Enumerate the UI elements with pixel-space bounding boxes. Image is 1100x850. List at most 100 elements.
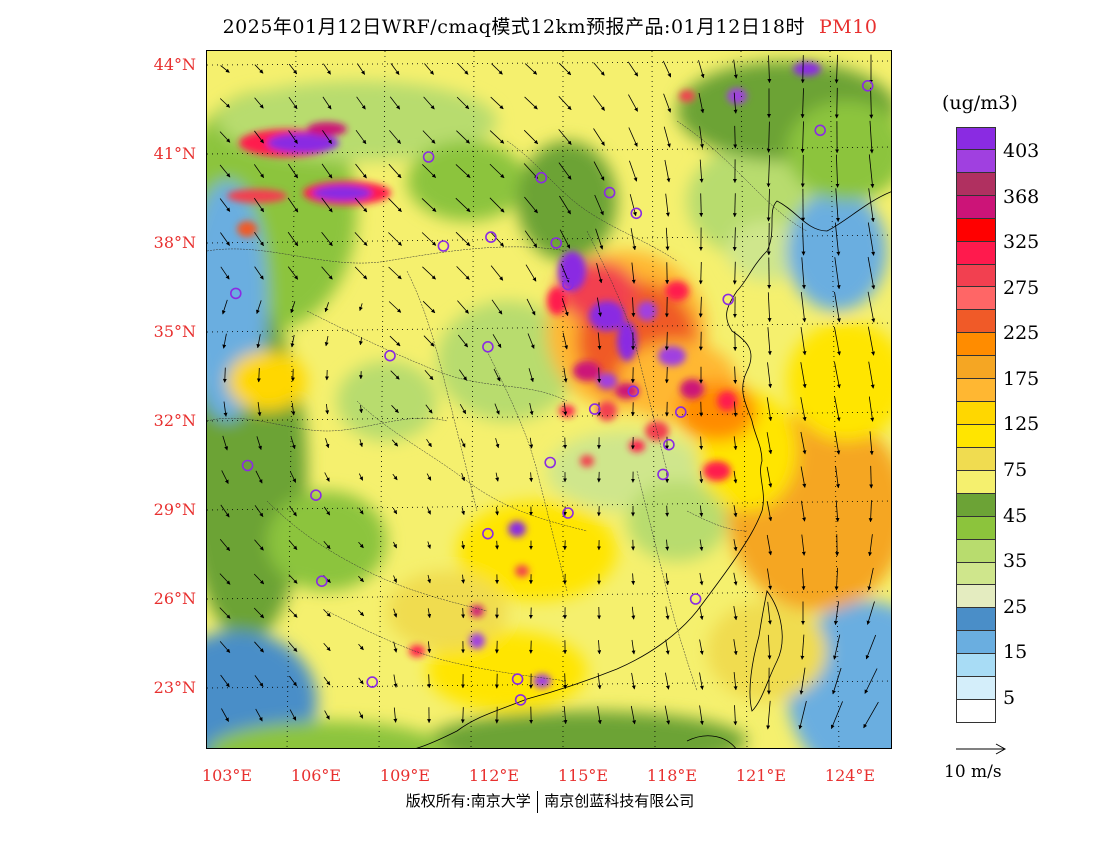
wind-arrow — [524, 230, 538, 248]
wind-arrow — [767, 362, 773, 389]
wind-arrow — [456, 96, 470, 110]
wind-arrow — [801, 534, 806, 556]
colorbar-label: 5 — [1003, 687, 1016, 709]
wind-arrow — [288, 96, 298, 110]
city-marker — [562, 507, 574, 519]
wind-arrow — [321, 231, 333, 247]
wind-arrow — [323, 676, 331, 686]
wind-arrow — [388, 163, 402, 179]
wind-arrow — [288, 63, 298, 75]
wind-arrow — [868, 154, 875, 188]
wind-arrow — [699, 639, 704, 655]
wind-arrow — [359, 405, 364, 414]
wind-arrow — [866, 601, 875, 625]
wind-arrow — [323, 642, 331, 652]
wind-arrow — [390, 63, 400, 75]
wind-arrow — [256, 436, 262, 450]
wind-arrow — [492, 334, 502, 349]
map-panel[interactable] — [206, 50, 892, 749]
wind-arrow — [427, 674, 432, 689]
colorbar-swatch — [956, 149, 996, 173]
wind-arrow — [324, 302, 329, 313]
wind-arrow — [427, 608, 432, 619]
wind-arrow — [253, 164, 265, 179]
wind-arrow — [835, 154, 840, 188]
lat-label: 44°N — [153, 55, 196, 74]
wind-arrow — [222, 333, 227, 349]
wind-arrow — [256, 300, 262, 314]
wind-arrow — [388, 198, 402, 212]
wind-arrow — [529, 403, 534, 416]
wind-arrow — [868, 500, 873, 523]
wind-arrow — [630, 228, 637, 251]
wind-arrow — [558, 96, 572, 110]
wind-arrow — [325, 403, 330, 415]
wind-arrow — [663, 126, 671, 148]
wind-arrow — [254, 97, 264, 109]
colorbar-swatch — [956, 631, 996, 655]
wind-arrow — [457, 63, 469, 75]
wind-arrow — [254, 266, 264, 280]
colorbar-swatch — [956, 287, 996, 311]
wind-arrow — [800, 154, 805, 188]
city-marker — [514, 694, 527, 706]
wind-arrow — [354, 266, 368, 280]
pm10-map[interactable] — [207, 51, 892, 749]
wind-arrow — [665, 193, 670, 217]
wind-arrow — [800, 88, 805, 119]
wind-arrow — [629, 160, 638, 182]
wind-arrow — [868, 396, 875, 422]
wind-arrow — [289, 709, 297, 721]
wind-arrow — [799, 667, 806, 695]
wind-arrow — [388, 266, 402, 280]
wind-arrow — [597, 706, 602, 725]
city-marker — [630, 207, 643, 220]
city-marker — [482, 340, 494, 353]
wind-arrow — [455, 197, 471, 213]
wind-arrow — [864, 668, 878, 694]
wind-arrow — [698, 93, 705, 114]
wind-arrow — [287, 197, 299, 213]
colorbar-swatch — [956, 516, 996, 540]
wind-arrow — [867, 326, 875, 356]
wind-arrow — [699, 539, 704, 551]
wind-arrow — [461, 541, 466, 550]
colorbar-swatch — [956, 333, 996, 357]
wind-arrow — [869, 120, 874, 154]
wind-arrow — [800, 327, 807, 356]
colorbar-swatch — [956, 493, 996, 517]
wind-arrow — [867, 567, 874, 591]
colorbar-swatch — [956, 218, 996, 242]
city-marker — [814, 124, 827, 137]
wind-arrow — [733, 606, 738, 621]
wind-arrow — [698, 261, 703, 285]
wind-arrow — [834, 87, 839, 119]
wind-arrow — [221, 470, 229, 484]
wind-arrow — [490, 265, 504, 281]
wind-arrow — [426, 473, 432, 481]
wind-arrow — [627, 61, 639, 77]
wind-arrow — [255, 708, 263, 722]
wind-arrow — [800, 121, 805, 153]
wind-arrow — [834, 326, 841, 356]
wind-arrow — [290, 437, 296, 450]
wind-arrow — [219, 164, 231, 178]
wind-arrow — [489, 197, 505, 213]
wind-arrow — [358, 643, 364, 651]
wind-arrow — [455, 164, 471, 178]
wind-arrow — [460, 707, 465, 724]
wind-arrow — [219, 607, 231, 619]
colorbar-label: 368 — [1003, 186, 1040, 208]
wind-arrow — [255, 470, 263, 484]
colorbar-label: 275 — [1003, 277, 1040, 299]
wind-arrow — [219, 573, 231, 585]
wind-arrow — [222, 367, 227, 383]
wind-arrow — [631, 573, 636, 585]
legend-unit: (ug/m3) — [942, 92, 1018, 114]
wind-arrow — [662, 60, 672, 78]
wind-arrow — [665, 227, 670, 251]
wind-arrow — [631, 606, 636, 620]
wind-arrow — [392, 473, 398, 481]
wind-arrow — [835, 466, 840, 489]
wind-arrow — [354, 232, 368, 246]
